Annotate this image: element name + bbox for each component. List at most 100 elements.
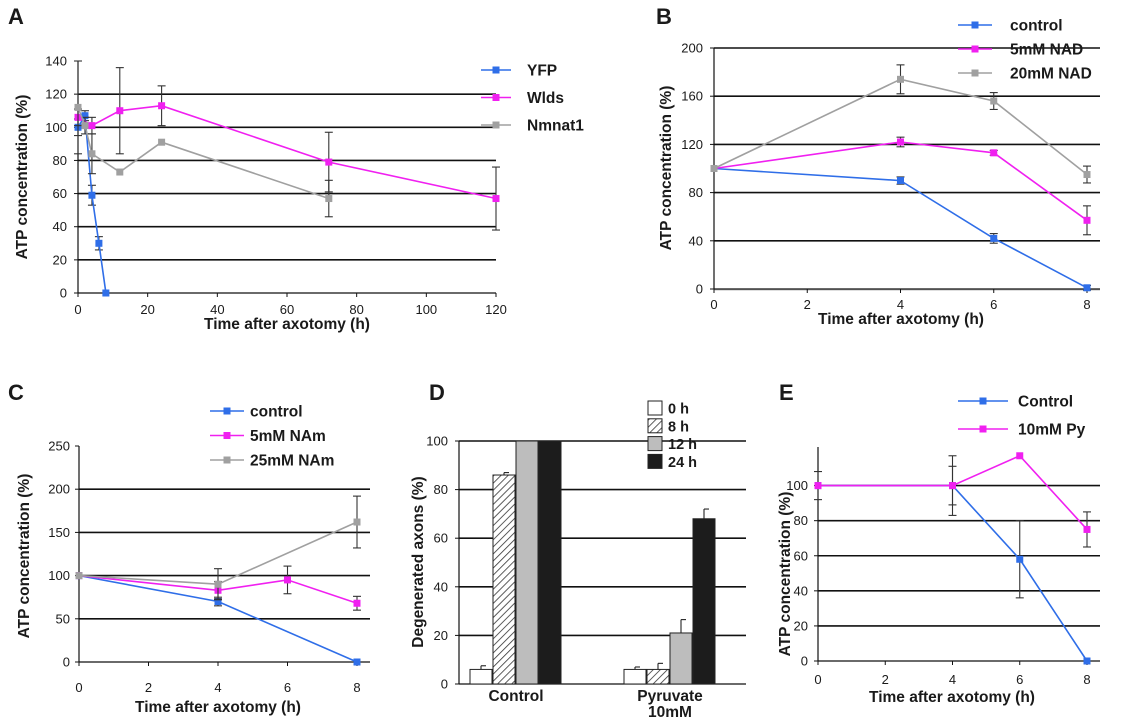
legend-swatch (647, 453, 663, 469)
data-point (81, 112, 89, 120)
legend-label: 5mM NAD (1010, 42, 1083, 59)
data-point (116, 107, 124, 115)
y-tick-label: 20 (434, 628, 448, 643)
x-tick-label: 100 (415, 302, 437, 317)
data-point (214, 598, 222, 606)
x-axis-title: Time after axotomy (h) (869, 689, 1035, 706)
x-tick-label: 4 (949, 672, 956, 687)
data-point (1083, 171, 1091, 179)
data-point (88, 150, 96, 158)
y-tick-label: 0 (60, 286, 67, 301)
y-tick-label: 120 (681, 137, 703, 152)
y-tick-label: 100 (48, 568, 70, 583)
series-2 (74, 60, 333, 218)
data-point (81, 122, 89, 130)
legend-label: 25mM NAm (250, 453, 334, 470)
legend-swatch (647, 400, 663, 416)
data-point (325, 158, 333, 166)
legend-marker (223, 456, 231, 464)
series-line (818, 454, 1088, 530)
x-tick-label: 8 (1083, 672, 1090, 687)
legend-label: Nmnat1 (527, 118, 584, 135)
data-point (75, 572, 83, 580)
bar (469, 668, 493, 685)
legend-marker (979, 397, 987, 405)
data-point (88, 122, 96, 130)
y-tick-label: 50 (56, 611, 70, 626)
x-tick-label: 2 (145, 680, 152, 695)
x-tick-label: 0 (74, 302, 81, 317)
legend-swatch (647, 436, 663, 452)
y-tick-label: 250 (48, 439, 70, 454)
data-point (1016, 452, 1024, 460)
legend-marker (492, 94, 500, 101)
y-tick-label: 80 (434, 482, 448, 497)
series-0 (710, 165, 1091, 292)
legend-marker (223, 432, 231, 439)
x-tick-label: 2 (882, 672, 889, 687)
panel-letter: C (8, 380, 24, 405)
x-tick-label: 4 (897, 297, 904, 312)
y-tick-label: 0 (696, 282, 703, 297)
bar (623, 668, 647, 685)
x-tick-label: 6 (284, 680, 291, 695)
data-point (897, 138, 904, 146)
y-axis-title: ATP concentration (%) (777, 492, 794, 657)
data-point (1083, 216, 1091, 224)
y-tick-label: 100 (45, 120, 67, 135)
y-tick-label: 20 (794, 618, 808, 633)
y-tick-label: 60 (53, 186, 67, 201)
y-axis-title: Degenerated axons (%) (410, 476, 427, 647)
data-point (214, 580, 222, 588)
series-line (713, 141, 1088, 221)
data-point (116, 168, 124, 176)
data-point (897, 75, 904, 83)
data-point (353, 599, 361, 607)
bar (669, 632, 693, 685)
series-line (713, 167, 1088, 289)
x-tick-label: 0 (710, 297, 717, 312)
x-tick-label: 20 (140, 302, 154, 317)
y-tick-label: 0 (63, 655, 70, 670)
series-1 (710, 136, 1091, 236)
panel-letter: E (779, 380, 794, 405)
x-tick-label: 8 (1083, 297, 1090, 312)
x-tick-label: 0 (814, 672, 821, 687)
legend-label: control (1010, 18, 1063, 35)
y-tick-label: 100 (786, 478, 808, 493)
legend-label: Control (1018, 394, 1073, 411)
y-tick-label: 150 (48, 525, 70, 540)
x-tick-label: 60 (280, 302, 294, 317)
legend-label: 12 h (668, 437, 697, 453)
legend-marker (971, 69, 979, 77)
data-point (88, 191, 96, 199)
legend-marker (971, 45, 979, 53)
y-tick-label: 40 (434, 579, 448, 594)
y-tick-label: 40 (53, 219, 67, 234)
legend-marker (492, 66, 500, 74)
series-2 (710, 64, 1091, 184)
data-point (353, 658, 361, 666)
x-tick-label: 4 (214, 680, 221, 695)
data-point (949, 482, 956, 490)
series-1 (74, 67, 500, 231)
data-point (1083, 284, 1091, 292)
legend-label: control (250, 404, 303, 421)
legend-swatch (647, 418, 663, 434)
x-tick-label: 80 (349, 302, 363, 317)
y-tick-label: 140 (45, 54, 67, 69)
y-axis-title: ATP concentration (%) (16, 474, 33, 639)
panel-b: B 0 40 80 120 160 200 ATP concentration (%) 0 2 4 6… (656, 4, 1100, 328)
data-point (710, 165, 718, 172)
x-tick-label: 0 (75, 680, 82, 695)
x-tick-label: 40 (210, 302, 224, 317)
y-tick-label: 80 (53, 153, 67, 168)
data-point (102, 289, 110, 297)
data-point (990, 97, 998, 105)
y-tick-label: 60 (434, 531, 448, 546)
series-line (78, 574, 358, 604)
data-point (158, 102, 166, 110)
x-axis-title: Time after axotomy (h) (204, 316, 370, 333)
bar (646, 668, 670, 685)
